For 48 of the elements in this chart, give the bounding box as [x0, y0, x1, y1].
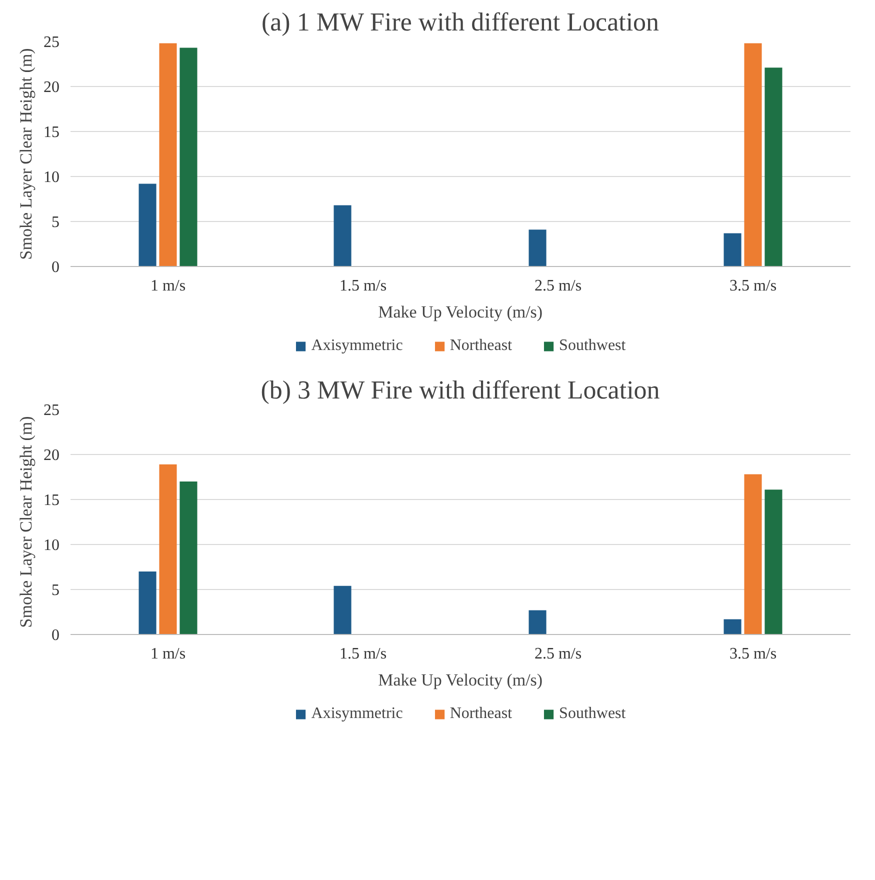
- y-tick-label: 0: [52, 627, 60, 644]
- legend-label: Northeast: [450, 705, 512, 723]
- y-tick-label: 10: [44, 537, 60, 554]
- bar: [138, 572, 156, 634]
- legend-label: Axisymmetric: [311, 705, 403, 723]
- y-tick-label: 5: [52, 582, 60, 599]
- x-tick-label: 3.5 m/s: [729, 646, 777, 662]
- y-tick-label: 20: [44, 79, 60, 96]
- bar: [744, 43, 762, 266]
- bar: [180, 482, 198, 634]
- y-axis-title: Smoke Layer Clear Height (m): [16, 48, 36, 260]
- y-tick-label: 15: [44, 124, 60, 141]
- x-tick-label: 2.5 m/s: [534, 646, 582, 662]
- chart-title: (b) 3 MW Fire with different Location: [260, 376, 660, 404]
- y-tick-label: 15: [44, 492, 60, 509]
- bar: [334, 586, 352, 634]
- bar: [724, 619, 742, 634]
- x-tick-label: 2.5 m/s: [534, 278, 582, 294]
- x-tick-label: 1.5 m/s: [339, 646, 387, 662]
- y-tick-label: 5: [52, 214, 60, 231]
- y-tick-label: 25: [44, 402, 60, 419]
- y-axis-title: Smoke Layer Clear Height (m): [16, 416, 36, 628]
- bar: [159, 43, 177, 266]
- x-axis-title: Make Up Velocity (m/s): [378, 670, 543, 690]
- bar: [138, 184, 156, 266]
- x-tick-label: 1 m/s: [150, 278, 186, 294]
- bar: [528, 610, 546, 634]
- bar: [334, 205, 352, 266]
- legend-label: Northeast: [450, 337, 512, 355]
- bar: [724, 233, 742, 266]
- x-tick-label: 1 m/s: [150, 646, 186, 662]
- x-tick-label: 1.5 m/s: [339, 278, 387, 294]
- bar: [764, 490, 782, 634]
- bar: [764, 68, 782, 266]
- legend-label: Southwest: [559, 705, 626, 723]
- bar: [528, 230, 546, 266]
- y-tick-label: 25: [44, 34, 60, 51]
- y-tick-label: 20: [44, 447, 60, 464]
- y-tick-label: 10: [44, 169, 60, 186]
- x-tick-label: 3.5 m/s: [729, 278, 777, 294]
- bar: [159, 464, 177, 634]
- x-axis-title: Make Up Velocity (m/s): [378, 302, 543, 322]
- chart-title: (a) 1 MW Fire with different Location: [261, 8, 660, 36]
- bar: [744, 474, 762, 634]
- bar: [180, 48, 198, 266]
- legend-label: Axisymmetric: [311, 337, 403, 355]
- legend-label: Southwest: [559, 337, 626, 355]
- y-tick-label: 0: [52, 259, 60, 276]
